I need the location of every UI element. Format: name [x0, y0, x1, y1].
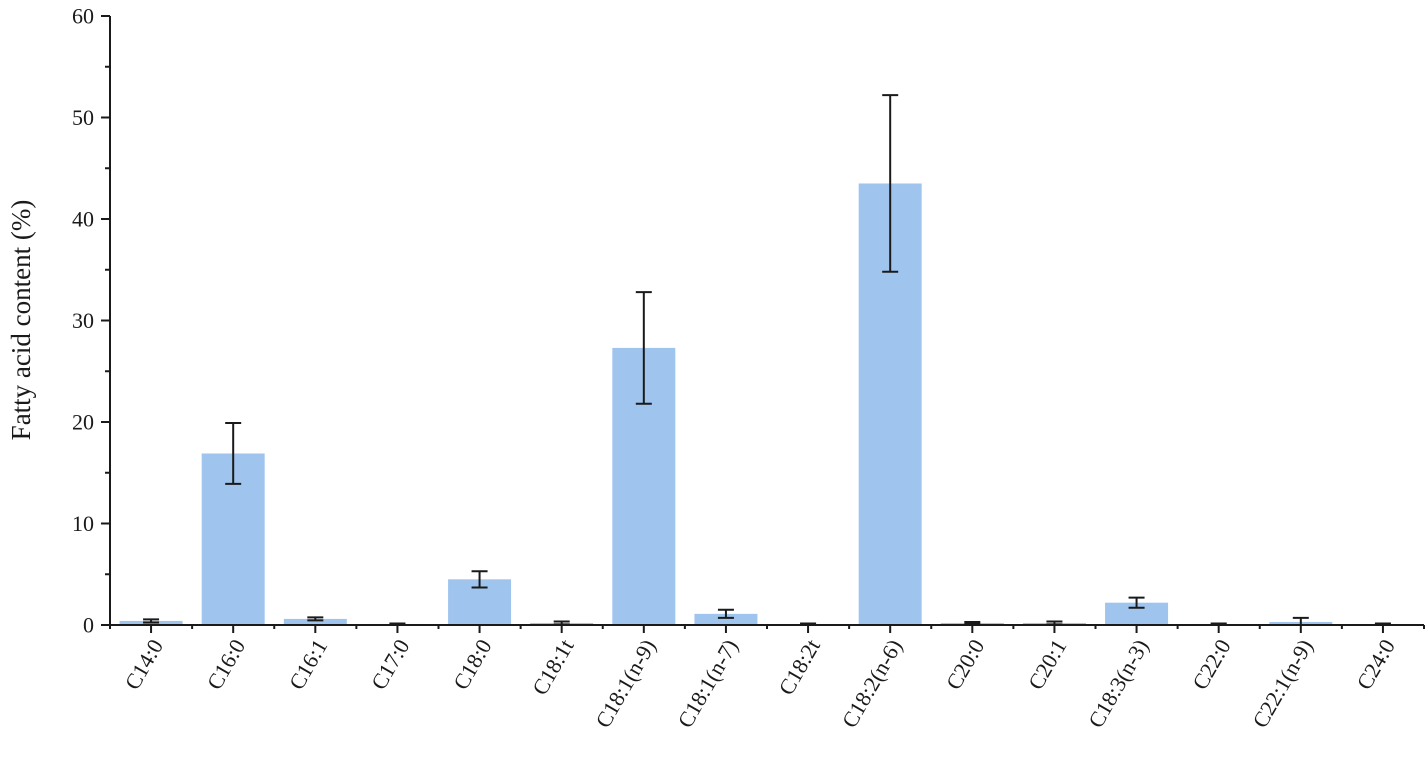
y-tick-label: 50: [72, 105, 94, 130]
y-tick-label: 10: [72, 511, 94, 536]
x-tick-label: C17:0: [366, 635, 415, 694]
error-bar-C18:1(n-9): [635, 291, 652, 405]
error-bar-C20:0: [964, 620, 981, 625]
x-tick-label: C24:0: [1351, 635, 1400, 694]
x-tick-label: C22:1(n-9): [1247, 635, 1318, 732]
y-tick-label: 30: [72, 308, 94, 333]
y-axis-title: Fatty acid content (%): [6, 200, 36, 441]
axes-layer: [109, 16, 1424, 626]
x-tick-label: C20:0: [941, 635, 990, 694]
error-bar-C18:0: [471, 570, 488, 589]
x-tick-label: C18:2(n-6): [837, 635, 908, 732]
x-tick-label: C18:2t: [773, 635, 825, 699]
x-ticks-layer: C14:0 C16:0 C16:1 C17:0 C18:0 C18:1t C18:1(n-9…: [109, 625, 1425, 732]
y-ticks-layer: 0 10 20 30 40 50 60: [72, 4, 110, 638]
bar-C18:3(n-3): [1105, 602, 1169, 625]
x-tick-label: C18:0: [448, 635, 497, 694]
error-bar-C18:2(n-6): [882, 94, 899, 273]
error-bar-C18:3(n-3): [1128, 596, 1145, 609]
x-tick-label: C18:1(n-7): [672, 635, 743, 732]
x-tick-label: C18:1t: [527, 635, 579, 699]
bar-C18:1(n-7): [694, 613, 758, 625]
x-tick-label: C18:1(n-9): [590, 635, 661, 732]
y-tick-label: 20: [72, 410, 94, 435]
bar-C16:1: [283, 618, 347, 625]
error-bar-C16:0: [225, 422, 242, 485]
x-tick-label: C20:1: [1023, 635, 1072, 694]
y-tick-label: 40: [72, 207, 94, 232]
error-bars-layer: [143, 94, 1391, 626]
error-bar-C16:1: [307, 616, 324, 622]
x-tick-label: C16:0: [202, 635, 251, 694]
error-bar-C14:0: [143, 618, 160, 624]
error-bar-C18:1(n-7): [717, 608, 734, 619]
x-tick-label: C18:3(n-3): [1083, 635, 1154, 732]
x-tick-label: C22:0: [1187, 635, 1236, 694]
x-tick-label: C16:1: [284, 635, 333, 694]
bars-layer: [119, 183, 1415, 625]
x-tick-label: C14:0: [120, 635, 169, 694]
y-tick-label: 60: [72, 4, 94, 29]
y-tick-label: 0: [83, 613, 94, 638]
